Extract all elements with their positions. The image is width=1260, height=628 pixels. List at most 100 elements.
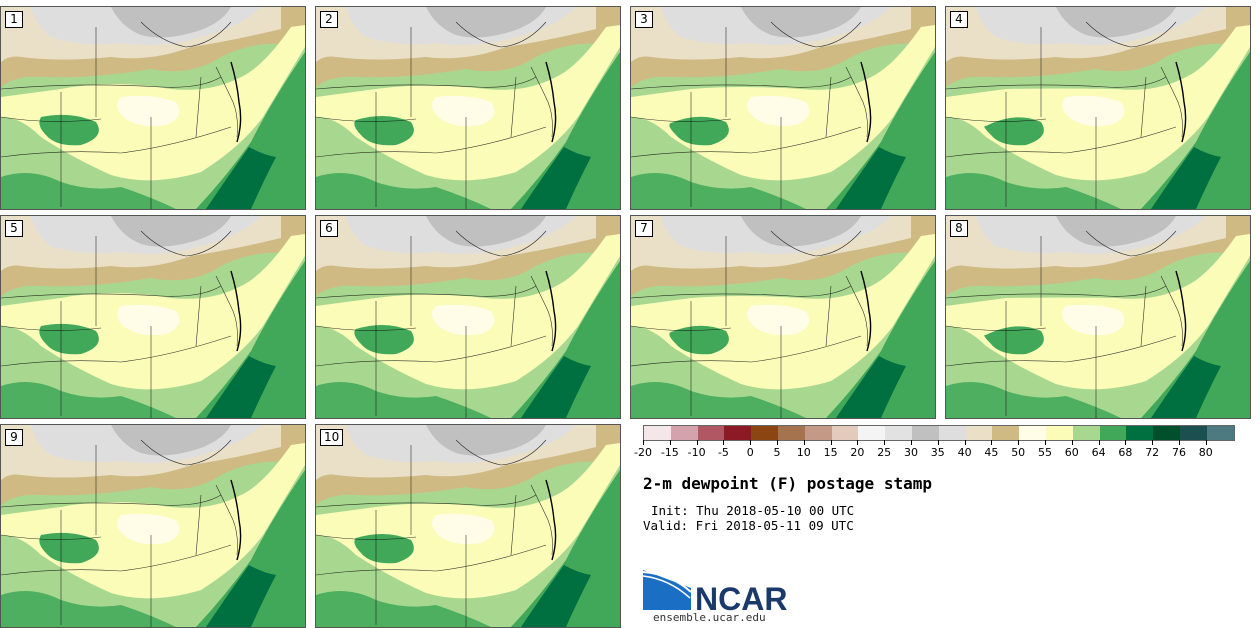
dewpoint-map <box>316 216 620 418</box>
ensemble-member-panel: 3 <box>630 6 936 210</box>
member-number: 6 <box>320 220 338 237</box>
colorbar-tick <box>1125 440 1127 445</box>
member-number: 10 <box>320 429 344 446</box>
colorbar-swatch <box>724 426 752 440</box>
colorbar-tick <box>1098 440 1100 445</box>
colorbar-swatch <box>938 426 966 440</box>
ensemble-member-panel: 5 <box>0 215 306 419</box>
colorbar-swatch <box>1045 426 1073 440</box>
colorbar-label: 30 <box>904 446 918 459</box>
colorbar-tick <box>696 440 698 445</box>
colorbar-ticks <box>643 440 1248 448</box>
colorbar-swatch <box>1099 426 1127 440</box>
colorbar-label: 15 <box>823 446 838 459</box>
colorbar-label: -5 <box>717 446 729 459</box>
ensemble-member-panel: 10 <box>315 424 621 628</box>
ensemble-member-panel: 8 <box>945 215 1251 419</box>
colorbar-label: 72 <box>1145 446 1160 459</box>
colorbar-tick <box>723 440 725 445</box>
ensemble-member-panel: 9 <box>0 424 306 628</box>
colorbar-swatch <box>1153 426 1180 440</box>
ensemble-member-panel: 4 <box>945 6 1251 210</box>
dewpoint-map <box>946 216 1250 418</box>
ncar-wordmark: NCAR <box>695 581 787 616</box>
colorbar-tick <box>1205 440 1207 445</box>
colorbar-tick <box>1179 440 1180 445</box>
member-number: 4 <box>950 11 968 28</box>
member-number: 9 <box>5 429 23 446</box>
colorbar-swatch <box>1072 426 1100 440</box>
colorbar-tick <box>884 440 886 445</box>
colorbar-swatch <box>992 426 1020 440</box>
colorbar-tick <box>1071 440 1073 445</box>
colorbar-label: -20 <box>634 446 652 459</box>
colorbar-label: 10 <box>796 446 811 459</box>
colorbar-swatch <box>697 426 725 440</box>
ensemble-member-panel: 1 <box>0 6 306 210</box>
dewpoint-map <box>316 7 620 209</box>
colorbar-label: 25 <box>877 446 892 459</box>
colorbar-swatch <box>1019 426 1046 440</box>
colorbar-label: 64 <box>1091 446 1106 459</box>
colorbar-label: 68 <box>1118 446 1133 459</box>
colorbar-tick <box>803 440 805 445</box>
ensemble-member-panel: 6 <box>315 215 621 419</box>
colorbar-swatch <box>751 426 778 440</box>
colorbar-swatch <box>644 426 671 440</box>
colorbar-swatch <box>1126 426 1154 440</box>
colorbar-tick <box>1152 440 1154 445</box>
colorbar-label: -15 <box>660 446 679 459</box>
colorbar-label: 40 <box>957 446 972 459</box>
ncar-logo: NCAR <box>643 570 787 616</box>
colorbar-tick <box>830 440 832 445</box>
dewpoint-map <box>1 7 305 209</box>
init-time: Init: Thu 2018-05-10 00 UTC <box>651 503 855 518</box>
member-number: 8 <box>950 220 968 237</box>
colorbar-label: 20 <box>850 446 865 459</box>
colorbar-tick <box>1018 440 1020 445</box>
dewpoint-map <box>946 7 1250 209</box>
colorbar-swatch <box>1206 426 1234 440</box>
colorbar-tick <box>669 440 671 445</box>
colorbar-swatch <box>1179 426 1207 440</box>
colorbar-label: 35 <box>930 446 945 459</box>
colorbar-tick <box>964 440 966 445</box>
ensemble-member-panel: 2 <box>315 6 621 210</box>
member-number: 3 <box>635 11 653 28</box>
colorbar-label: 50 <box>1011 446 1026 459</box>
dewpoint-map <box>1 425 305 627</box>
member-number: 2 <box>320 11 338 28</box>
plot-title: 2-m dewpoint (F) postage stamp <box>643 474 932 493</box>
colorbar-tick <box>750 440 752 445</box>
member-number: 7 <box>635 220 653 237</box>
colorbar-swatch <box>965 426 993 440</box>
ensemble-member-panel: 7 <box>630 215 936 419</box>
colorbar-tick <box>777 440 778 445</box>
colorbar-label: 5 <box>773 446 781 459</box>
dewpoint-map <box>631 7 935 209</box>
member-number: 5 <box>5 220 23 237</box>
colorbar-label: 76 <box>1172 446 1186 459</box>
colorbar-tick <box>911 440 912 445</box>
valid-time: Valid: Fri 2018-05-11 09 UTC <box>643 518 854 533</box>
colorbar-tick <box>991 440 993 445</box>
dewpoint-map <box>1 216 305 418</box>
dewpoint-map <box>631 216 935 418</box>
colorbar-swatch <box>670 426 698 440</box>
colorbar <box>643 425 1235 441</box>
colorbar-swatch <box>777 426 805 440</box>
colorbar-swatch <box>858 426 886 440</box>
colorbar-swatch <box>911 426 939 440</box>
colorbar-swatch <box>804 426 832 440</box>
member-number: 1 <box>5 11 23 28</box>
colorbar-label: 0 <box>746 446 754 459</box>
colorbar-tick <box>643 440 644 445</box>
colorbar-label: 55 <box>1038 446 1052 459</box>
dewpoint-map <box>316 425 620 627</box>
colorbar-tick <box>937 440 939 445</box>
colorbar-swatch <box>885 426 912 440</box>
colorbar-label: -10 <box>687 446 706 459</box>
colorbar-label: 45 <box>984 446 999 459</box>
site-url: ensemble.ucar.edu <box>653 611 766 624</box>
colorbar-tick <box>857 440 859 445</box>
